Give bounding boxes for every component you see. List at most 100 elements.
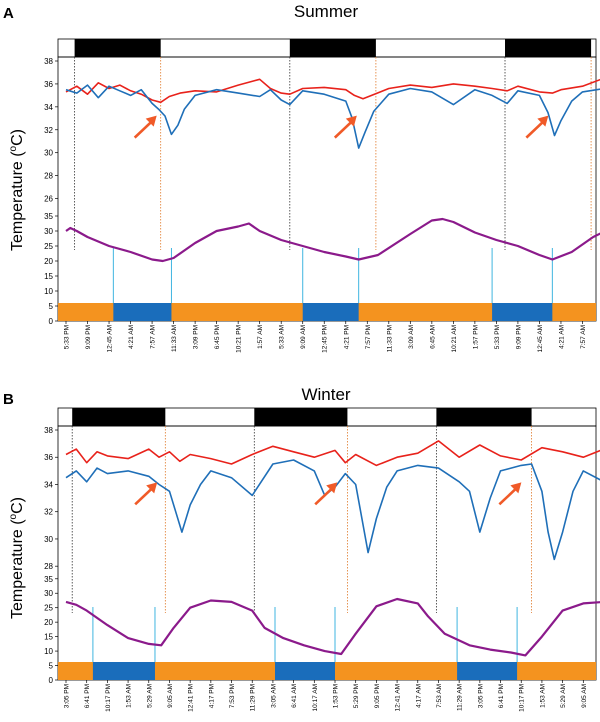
panel-b-ylabel-prefix: Temperature ( (9, 519, 26, 619)
panel-b-dark-period (72, 408, 166, 426)
panel-b-arrow-head (146, 482, 158, 494)
panel-a-time-tick-label: 3:09 AM (408, 325, 415, 349)
panel-b-ylabel-sup: o (8, 513, 19, 519)
panel-a-time-tick-label: 9:09 PM (85, 325, 92, 349)
panel-a-time-tick-label: 10:21 PM (236, 325, 243, 353)
panel-a-series-ambient (65, 217, 600, 263)
panel-b-ylabel: Temperature (oC) (8, 497, 26, 619)
panel-a-dark-period (289, 39, 376, 57)
panel-a-series-skin (65, 84, 600, 149)
panel-a-plot-frame (57, 56, 597, 322)
panel-b-lower-y-tick-label: 5 (49, 662, 54, 671)
panel-b-time-tick-label: 1:53 PM (333, 684, 340, 708)
panel-a-lower-y-tick-label: 15 (44, 272, 53, 281)
panel-a-arrow-shaft (333, 119, 354, 139)
panel-a-series-core (65, 78, 600, 104)
panel-a-time-tick-label: 7:57 AM (150, 325, 157, 349)
panel-a: A Summer Temperature (oC) 26 28 30 32 34 36 38… (3, 2, 600, 353)
panel-b-time-tick-label: 5:29 PM (353, 684, 360, 708)
panel-a-time-tick-label: 11:33 AM (171, 325, 178, 352)
panel-a-lower-y-tick-label: 35 (44, 212, 53, 221)
panel-b-time-tick-label: 9:05 AM (167, 684, 174, 708)
panel-b-upper-y-tick-label: 32 (44, 508, 53, 517)
panel-b-time-tick-label: 9:05 PM (374, 684, 381, 708)
panel-b-time-tick-label: 3:05 PM (64, 684, 71, 708)
panel-b-plot: 28 30 32 34 36 38 0 5 10 15 20 25 30 35 3:05 PM 6:41 PM… (44, 407, 600, 712)
panel-b-time-tick-label: 3:05 PM (477, 684, 484, 708)
panel-a-time-tick-label: 4:21 AM (128, 325, 135, 349)
panel-a-ylabel-sup: o (8, 145, 19, 151)
panel-a-lower-y-tick-label: 20 (44, 257, 53, 266)
panel-b-time-tick-label: 11:29 AM (457, 684, 464, 711)
panel-b-lower-y-tick-label: 0 (49, 676, 54, 685)
panel-a-dark-period (505, 39, 592, 57)
panel-b-upper-y-tick-label: 34 (44, 480, 53, 489)
panel-a-rest-period (113, 303, 172, 321)
panel-b-time-tick-label: 5:29 AM (560, 684, 567, 708)
panel-b-upper-y-tick-label: 28 (44, 562, 53, 571)
panel-a-time-tick-label: 6:45 PM (214, 325, 221, 349)
panel-a-time-tick-label: 7:57 AM (580, 325, 587, 349)
panel-a-upper-y-tick-label: 30 (44, 149, 53, 158)
panel-b-series-skin (65, 459, 600, 561)
panel-a-time-tick-label: 6:45 AM (429, 325, 436, 349)
panel-a-time-tick-label: 10:21 AM (451, 325, 458, 352)
panel-b-time-tick-label: 1:53 AM (126, 684, 133, 708)
panel-b-time-tick-label: 6:41 AM (291, 684, 298, 708)
panel-b-arrow-shaft (498, 486, 519, 506)
panel-a-upper-y-tick-label: 36 (44, 80, 53, 89)
panel-a-title: Summer (294, 2, 359, 21)
panel-a-letter: A (3, 5, 14, 22)
panel-a-upper-y-tick-label: 34 (44, 103, 53, 112)
panel-a-arrow-shaft (133, 119, 154, 139)
panel-a-time-tick-label: 4:21 PM (343, 325, 350, 349)
panel-b-time-tick-label: 1:53 AM (539, 684, 546, 708)
panel-a-upper-y-tick-label: 38 (44, 57, 53, 66)
panel-a-rest-period (302, 303, 359, 321)
panel-b-time-tick-label: 7:53 AM (436, 684, 443, 708)
panel-b-ylabel-suffix: C) (9, 497, 26, 514)
panel-a-time-tick-label: 3:09 PM (193, 325, 200, 349)
panel-b-arrow-head (510, 482, 522, 494)
panel-b-lower-y-tick-label: 35 (44, 575, 53, 584)
panel-a-time-tick-label: 12:45 AM (537, 325, 544, 352)
panel-a-lower-y-tick-label: 10 (44, 287, 53, 296)
panel-a-lower-y-tick-label: 25 (44, 242, 53, 251)
panel-a-time-tick-label: 5:33 PM (494, 325, 501, 349)
panel-b-letter: B (3, 391, 14, 408)
panel-b-lower-y-tick-label: 15 (44, 633, 53, 642)
panel-b-time-tick-label: 10:17 PM (519, 684, 526, 712)
panel-a-upper-y-tick-label: 28 (44, 172, 53, 181)
panel-b-time-tick-label: 12:41 PM (188, 684, 195, 712)
panel-b-lower-y-tick-label: 30 (44, 589, 53, 598)
panel-b-rest-period (274, 662, 335, 680)
panel-a-time-tick-label: 1:57 AM (257, 325, 264, 349)
panel-b-time-tick-label: 7:53 PM (229, 684, 236, 708)
panel-b-time-tick-label: 12:41 AM (395, 684, 402, 711)
panel-b-rest-period (457, 662, 518, 680)
panel-b-lower-y-tick-label: 10 (44, 647, 53, 656)
panel-b-time-tick-label: 5:29 AM (146, 684, 153, 708)
panel-b-arrow-shaft (314, 486, 335, 506)
panel-a-time-tick-label: 11:33 PM (386, 325, 393, 352)
panel-b-time-tick-label: 4:17 AM (415, 684, 422, 708)
panel-a-ylabel-suffix: C) (9, 129, 26, 146)
panel-a-dark-period (74, 39, 161, 57)
panel-a-time-tick-label: 7:57 PM (365, 325, 372, 349)
panel-b-time-tick-label: 9:05 AM (581, 684, 588, 708)
panel-b-upper-y-tick-label: 30 (44, 535, 53, 544)
panel-a-lower-y-tick-label: 0 (49, 317, 54, 326)
panel-b: B Winter Temperature (oC) 28 30 32 34 36 38 0 5… (3, 385, 600, 712)
panel-b-arrow-shaft (134, 486, 155, 506)
panel-a-time-tick-label: 5:33 PM (64, 325, 71, 349)
panel-a-arrow-head (345, 115, 357, 127)
panel-b-title: Winter (301, 385, 350, 404)
panel-a-ylabel: Temperature (oC) (8, 129, 26, 251)
panel-a-arrow-head (537, 115, 549, 127)
panel-b-dark-period (254, 408, 348, 426)
panel-a-time-tick-label: 5:33 AM (279, 325, 286, 349)
panel-a-time-tick-label: 9:09 AM (300, 325, 307, 349)
panel-b-time-tick-label: 4:17 PM (208, 684, 215, 708)
panel-b-arrow-head (326, 482, 338, 494)
